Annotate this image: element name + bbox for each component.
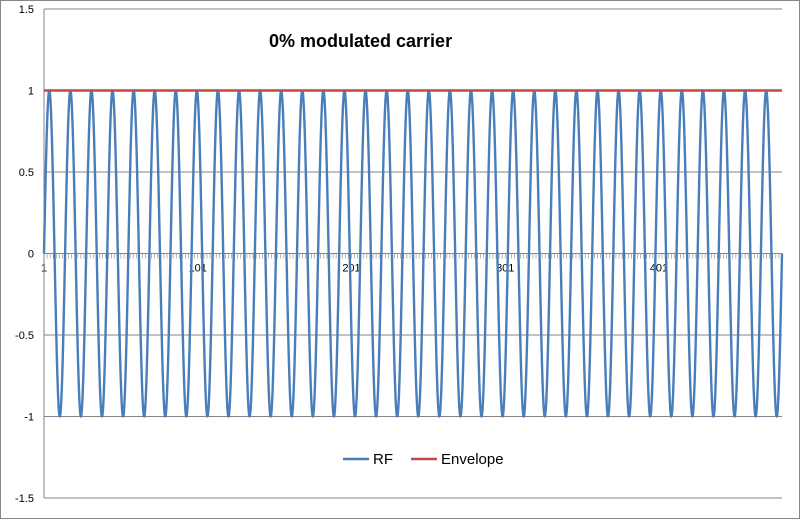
x-tick-label: 301 xyxy=(496,263,514,275)
y-tick-label: 1 xyxy=(28,86,34,98)
series-layer xyxy=(42,89,784,418)
y-tick-label: -0.5 xyxy=(15,330,34,342)
y-tick-label: 0.5 xyxy=(19,167,34,179)
series-line-rf xyxy=(42,89,784,418)
legend-label-rf: RF xyxy=(373,451,393,468)
y-axis: 1.5 1 0.5 0 -0.5 -1 -1.5 xyxy=(15,4,45,505)
x-axis: 1101201301401 xyxy=(41,253,783,275)
x-tick-label: 201 xyxy=(342,263,360,275)
legend-label-envelope: Envelope xyxy=(441,451,504,468)
legend: RF Envelope xyxy=(343,451,504,468)
y-tick-label: -1 xyxy=(24,412,34,424)
y-tick-label: 1.5 xyxy=(19,4,34,16)
y-tick-label: 0 xyxy=(28,249,34,261)
chart-title: 0% modulated carrier xyxy=(269,31,452,51)
y-tick-label: -1.5 xyxy=(15,493,34,505)
